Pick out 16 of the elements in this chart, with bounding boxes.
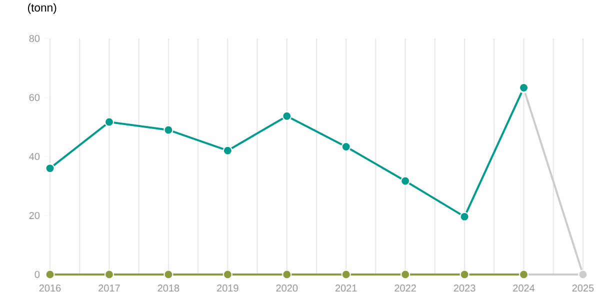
x-tick-label: 2018 xyxy=(158,284,180,292)
x-tick-label: 2020 xyxy=(276,284,298,292)
x-tick-label: 2024 xyxy=(513,284,535,292)
y-tick-label: 20 xyxy=(29,212,40,220)
x-tick-label: 2025 xyxy=(572,284,594,292)
x-tick-label: 2017 xyxy=(98,284,120,292)
y-tick-label: 40 xyxy=(29,152,40,160)
x-tick-label: 2023 xyxy=(454,284,476,292)
y-tick-label: 60 xyxy=(29,94,40,102)
y-axis-title: (tonn) xyxy=(28,3,56,14)
x-tick-label: 2021 xyxy=(335,284,357,292)
x-tick-label: 2019 xyxy=(217,284,238,292)
y-tick-label: 80 xyxy=(29,34,40,42)
y-tick-label: 0 xyxy=(34,270,40,278)
x-tick-label: 2016 xyxy=(39,284,61,292)
x-tick-label: 2022 xyxy=(394,284,416,292)
